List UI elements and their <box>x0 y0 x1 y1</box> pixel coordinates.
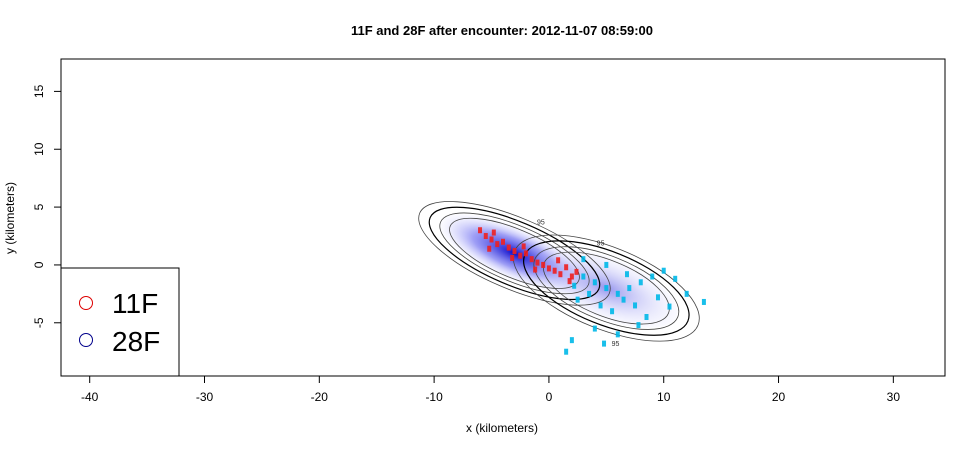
point-28f <box>621 296 626 303</box>
point-28f <box>624 271 629 278</box>
point-28f <box>638 279 643 286</box>
point-11f <box>533 266 538 273</box>
point-28f <box>610 308 615 315</box>
y-tick-label: 15 <box>32 84 46 98</box>
x-tick-label: 30 <box>887 390 901 404</box>
point-28f <box>633 302 638 309</box>
point-28f <box>602 340 607 347</box>
y-tick-label: -5 <box>32 317 46 328</box>
point-28f <box>604 261 609 268</box>
point-28f <box>598 302 603 309</box>
point-11f <box>523 250 528 257</box>
point-28f <box>604 285 609 292</box>
point-11f <box>569 273 574 280</box>
contour-11f-1 <box>428 206 601 301</box>
y-axis-label: y (kilometers) <box>3 182 17 254</box>
contour-label: 95 <box>537 219 545 226</box>
point-11f <box>521 243 526 250</box>
contour-11f-3 <box>449 217 580 289</box>
point-11f <box>558 271 563 278</box>
contour-11f-2 <box>439 212 590 295</box>
point-28f <box>684 290 689 297</box>
point-11f <box>512 248 517 255</box>
point-11f <box>483 233 488 240</box>
point-11f <box>564 264 569 271</box>
point-11f <box>495 241 500 248</box>
point-28f <box>615 290 620 297</box>
point-11f <box>518 252 523 259</box>
point-28f <box>587 290 592 297</box>
chart-title: 11F and 28F after encounter: 2012-11-07 … <box>351 23 653 38</box>
point-28f <box>569 337 574 344</box>
y-tick-label: 5 <box>32 203 46 210</box>
point-28f <box>661 267 666 274</box>
point-11f <box>529 256 534 263</box>
point-28f <box>575 296 580 303</box>
x-tick-label: 10 <box>657 390 671 404</box>
legend: 11F 28F <box>60 267 180 377</box>
point-28f <box>655 294 660 301</box>
point-28f <box>701 298 706 305</box>
point-28f <box>572 282 577 289</box>
legend-marker-11f <box>79 296 93 310</box>
point-28f <box>636 322 641 329</box>
point-28f <box>581 273 586 280</box>
point-11f <box>489 236 494 243</box>
legend-label-11f: 11F <box>112 288 158 319</box>
x-tick-label: 20 <box>772 390 786 404</box>
legend-box <box>60 267 180 377</box>
contour-label: 95 <box>597 240 605 247</box>
point-28f <box>650 273 655 280</box>
point-11f <box>506 244 511 251</box>
point-28f <box>644 313 649 320</box>
plot-marks: 95 95 95 <box>418 201 706 355</box>
point-11f <box>574 268 579 275</box>
legend-label-28f: 28F <box>112 326 160 357</box>
contour-label: 95 <box>612 341 620 348</box>
point-28f <box>581 256 586 263</box>
point-11f <box>567 278 572 285</box>
y-axis: -5 0 5 10 15 <box>32 84 62 328</box>
point-11f <box>510 254 515 261</box>
point-28f <box>564 348 569 355</box>
x-axis-label: x (kilometers) <box>466 421 538 435</box>
y-tick-label: 0 <box>32 261 46 268</box>
plot-frame <box>60 58 946 377</box>
contour-11f-0 <box>418 201 611 306</box>
x-tick-label: -20 <box>311 390 329 404</box>
point-28f <box>673 275 678 282</box>
point-11f <box>491 229 496 236</box>
point-28f <box>592 279 597 286</box>
point-11f <box>478 227 483 234</box>
point-11f <box>535 259 540 266</box>
point-28f <box>592 325 597 332</box>
y-tick-label: 10 <box>32 142 46 156</box>
x-tick-label: -30 <box>196 390 214 404</box>
legend-marker-28f <box>79 333 93 347</box>
point-11f <box>501 238 505 245</box>
point-28f <box>615 331 620 338</box>
point-11f <box>546 265 551 272</box>
point-28f <box>627 285 632 292</box>
contour-28f-2 <box>533 246 680 330</box>
point-11f <box>541 261 546 268</box>
point-11f <box>556 257 561 264</box>
point-11f <box>552 267 557 274</box>
point-11f <box>487 245 492 252</box>
x-tick-label: 0 <box>546 390 553 404</box>
x-axis: -40 -30 -20 -10 0 10 20 30 <box>81 375 901 404</box>
point-28f <box>667 303 672 310</box>
x-tick-label: -10 <box>425 390 443 404</box>
x-tick-label: -40 <box>81 390 99 404</box>
